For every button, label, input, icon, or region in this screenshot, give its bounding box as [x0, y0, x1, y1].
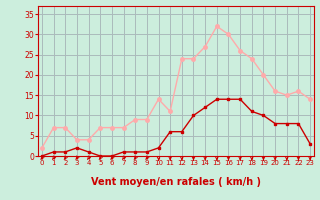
X-axis label: Vent moyen/en rafales ( km/h ): Vent moyen/en rafales ( km/h ): [91, 177, 261, 187]
